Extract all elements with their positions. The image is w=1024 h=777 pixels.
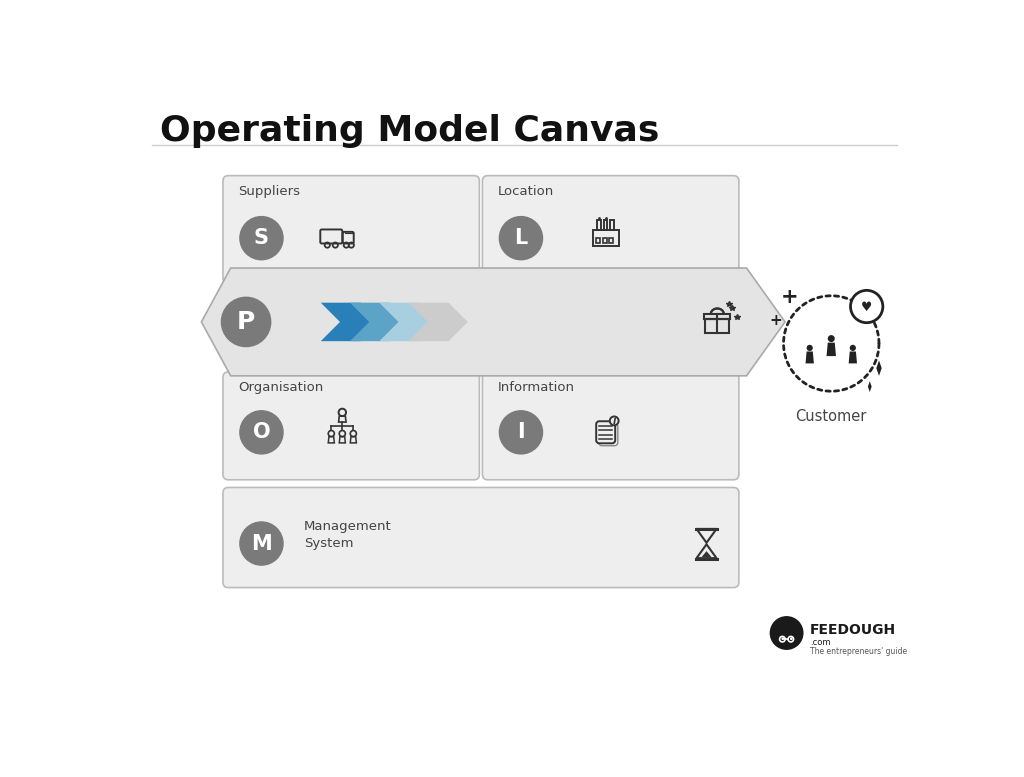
Bar [609,239,613,243]
Polygon shape [202,268,785,376]
Polygon shape [806,351,814,364]
Text: Location: Location [498,185,554,198]
Circle shape [770,616,804,650]
Circle shape [240,522,283,565]
Circle shape [610,416,618,425]
Polygon shape [350,303,410,341]
Circle shape [781,637,784,640]
Circle shape [240,217,283,260]
Text: Management
System: Management System [304,520,391,549]
Circle shape [807,345,813,351]
Text: FEEDOUGH: FEEDOUGH [810,623,896,637]
Text: L: L [514,228,527,248]
Polygon shape [877,361,882,376]
FancyBboxPatch shape [482,372,739,479]
Text: i: i [612,416,615,426]
Bar [597,221,601,231]
Polygon shape [321,303,380,341]
Text: ♥: ♥ [861,301,872,314]
Text: The entrepreneurs' guide: The entrepreneurs' guide [810,647,907,656]
Polygon shape [868,382,871,392]
Circle shape [851,291,883,322]
Text: Operating Model Canvas: Operating Model Canvas [160,114,659,148]
Text: M: M [251,534,271,553]
Circle shape [240,411,283,454]
Text: I: I [517,423,524,442]
Text: P: P [237,310,255,334]
Bar [596,239,600,243]
Circle shape [827,335,835,342]
Circle shape [790,637,793,640]
Polygon shape [849,351,857,364]
Bar [604,221,607,231]
FancyBboxPatch shape [223,372,479,479]
Text: .com: .com [810,638,830,646]
Text: +: + [769,313,782,328]
Bar [610,221,613,231]
Text: Information: Information [498,382,574,394]
FancyBboxPatch shape [482,176,739,284]
Circle shape [221,298,270,347]
Polygon shape [409,303,468,341]
Bar [706,319,729,333]
Polygon shape [826,343,836,356]
Circle shape [779,636,785,642]
FancyBboxPatch shape [596,421,615,444]
Circle shape [500,411,543,454]
Bar [593,231,618,246]
Bar [705,314,730,319]
Circle shape [500,217,543,260]
Text: O: O [253,423,270,442]
Circle shape [788,636,794,642]
Text: S: S [254,228,269,248]
Text: +: + [781,287,799,307]
FancyBboxPatch shape [223,176,479,284]
Text: Suppliers: Suppliers [239,185,300,198]
Text: Organisation: Organisation [239,382,324,394]
FancyBboxPatch shape [223,487,739,587]
Polygon shape [379,303,438,341]
Bar [603,239,607,243]
Circle shape [850,345,856,351]
Text: Customer: Customer [796,409,867,424]
Polygon shape [701,551,712,557]
